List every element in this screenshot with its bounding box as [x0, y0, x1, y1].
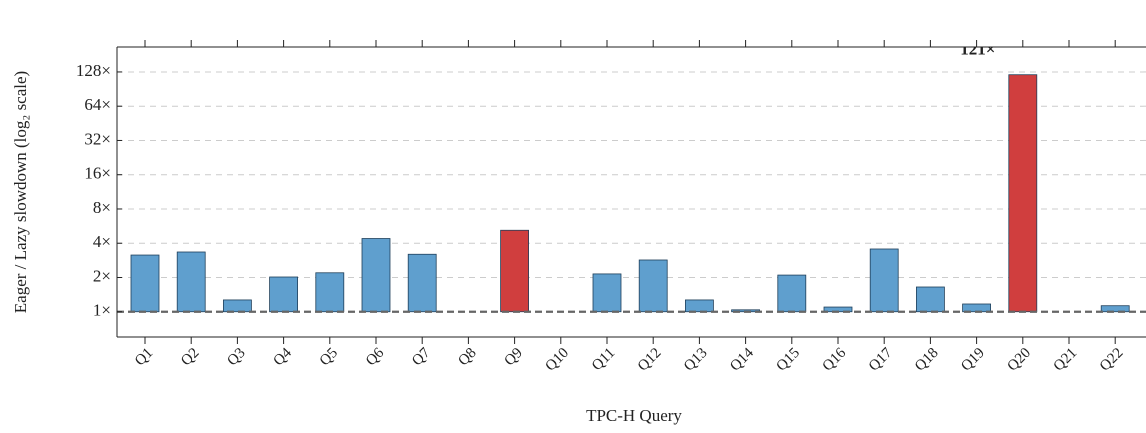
bar — [130, 254, 160, 313]
y-tick-label: 1× — [93, 301, 111, 320]
annotation: 121× — [960, 40, 995, 59]
x-tick-label: Q10 — [542, 345, 572, 375]
x-tick-label: Q9 — [502, 345, 526, 369]
y-tick-label: 4× — [93, 232, 111, 251]
y-tick-label: 16× — [84, 164, 111, 183]
bar — [1008, 74, 1038, 313]
x-tick-label: Q19 — [958, 345, 988, 375]
bar — [777, 274, 807, 313]
x-axis-label: TPC-H Query — [586, 406, 682, 425]
bar — [638, 259, 668, 313]
x-tick-label: Q17 — [866, 345, 896, 375]
bar — [407, 253, 437, 313]
y-tick-label: 128× — [76, 61, 111, 80]
x-tick-label: Q18 — [912, 345, 942, 375]
bar — [592, 273, 622, 313]
bar — [962, 303, 991, 313]
y-axis-label: Eager / Lazy slowdown (log₂ scale) — [11, 71, 30, 313]
x-tick-label: Q2 — [178, 345, 202, 369]
bar — [222, 299, 252, 313]
bar — [1100, 305, 1130, 313]
bar — [176, 251, 206, 313]
y-tick-label: 2× — [93, 266, 111, 285]
x-tick-label: Q11 — [589, 345, 618, 374]
x-tick-label: Q3 — [224, 345, 248, 369]
x-tick-label: Q7 — [409, 345, 434, 370]
x-tick-label: Q6 — [363, 345, 388, 370]
x-tick-label: Q21 — [1051, 345, 1081, 375]
x-tick-label: Q4 — [271, 345, 296, 370]
x-tick-label: Q22 — [1097, 345, 1127, 375]
x-tick-label: Q8 — [455, 345, 479, 369]
y-tick-label: 64× — [84, 95, 111, 114]
x-tick-label: Q5 — [317, 345, 341, 369]
bar — [500, 229, 530, 313]
bar — [361, 238, 391, 313]
bar — [916, 286, 945, 313]
x-tick-label: Q15 — [773, 345, 803, 375]
bar — [269, 276, 299, 313]
y-tick-label: 8× — [93, 198, 111, 217]
x-tick-label: Q16 — [820, 345, 850, 375]
x-tick-label: Q14 — [727, 345, 757, 375]
bar — [685, 299, 714, 313]
x-tick-label: Q20 — [1004, 345, 1034, 375]
bar — [315, 272, 345, 313]
x-tick-label: Q1 — [132, 345, 156, 369]
x-tick-label: Q12 — [635, 345, 665, 375]
y-tick-label: 32× — [84, 129, 111, 148]
plot-area: 121× — [117, 40, 1146, 313]
bar — [869, 248, 899, 313]
x-tick-label: Q13 — [681, 345, 711, 375]
